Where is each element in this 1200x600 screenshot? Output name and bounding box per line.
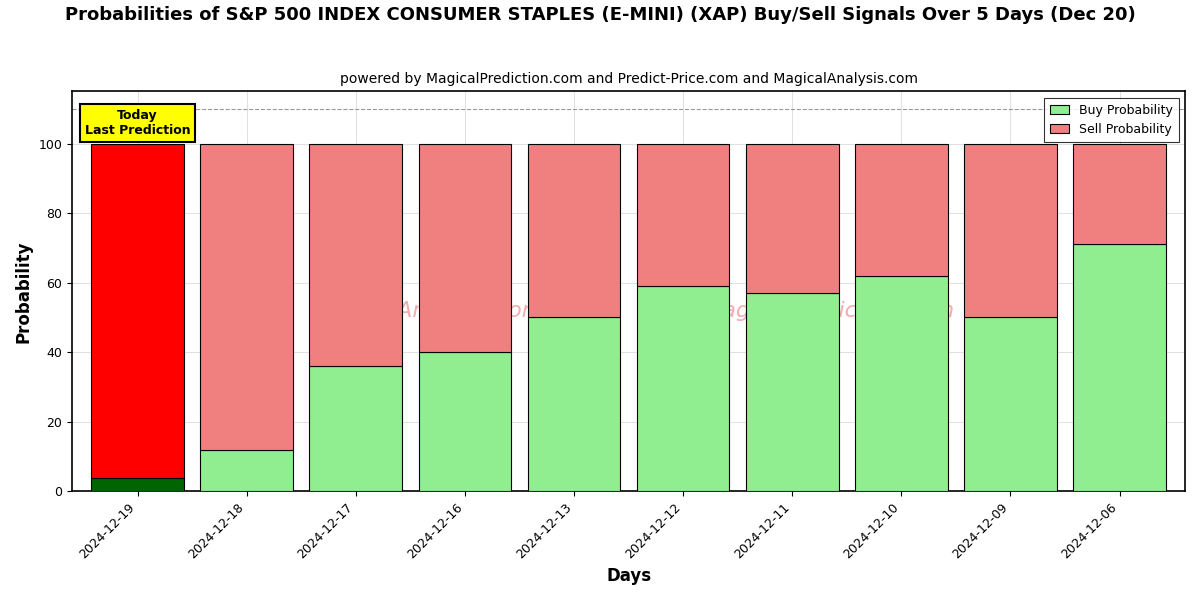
Text: MagicalPrediction.com: MagicalPrediction.com [703,301,954,322]
Bar [91,143,184,478]
Bar [854,276,948,491]
X-axis label: Days: Days [606,567,652,585]
Bar [528,317,620,491]
Bar [91,478,184,491]
Bar [310,366,402,491]
Title: powered by MagicalPrediction.com and Predict-Price.com and MagicalAnalysis.com: powered by MagicalPrediction.com and Pre… [340,72,918,86]
Bar [964,317,1057,491]
Bar [1073,244,1166,491]
Bar [419,352,511,491]
Bar [746,143,839,293]
Bar [200,143,293,449]
Bar [637,286,730,491]
Bar [310,143,402,366]
Y-axis label: Probability: Probability [16,240,34,343]
Bar [200,449,293,491]
Bar [637,143,730,286]
Text: MagicalAnalysis.com: MagicalAnalysis.com [312,301,544,322]
Legend: Buy Probability, Sell Probability: Buy Probability, Sell Probability [1044,98,1178,142]
Bar [528,143,620,317]
Bar [1073,143,1166,244]
Bar [854,143,948,276]
Bar [746,293,839,491]
Bar [419,143,511,352]
Text: Probabilities of S&P 500 INDEX CONSUMER STAPLES (E-MINI) (XAP) Buy/Sell Signals : Probabilities of S&P 500 INDEX CONSUMER … [65,6,1135,24]
Bar [964,143,1057,317]
Text: Today
Last Prediction: Today Last Prediction [85,109,191,137]
